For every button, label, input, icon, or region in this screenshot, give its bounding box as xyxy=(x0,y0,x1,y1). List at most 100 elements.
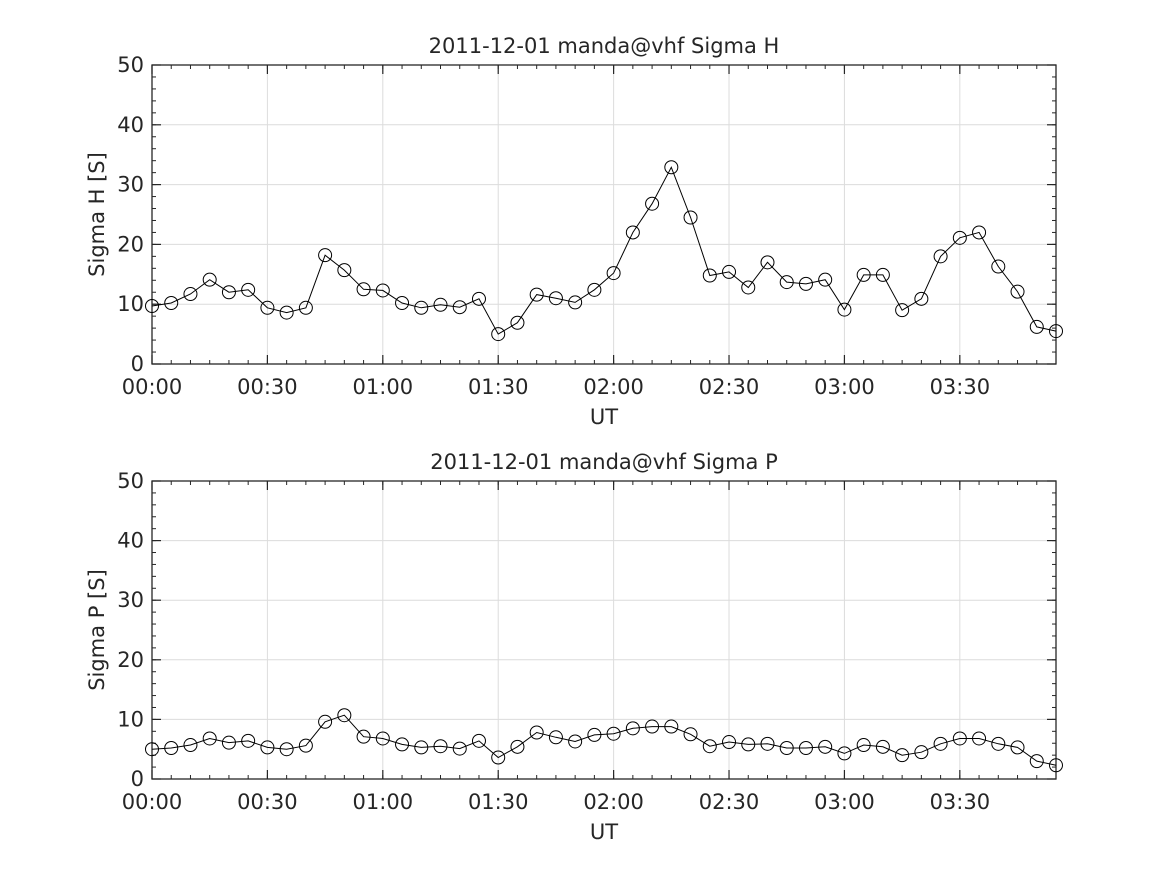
x-tick-label: 03:00 xyxy=(814,375,875,399)
data-point xyxy=(298,738,313,753)
x-tick-label: 02:30 xyxy=(699,790,760,814)
data-point xyxy=(202,731,217,746)
data-point xyxy=(183,738,198,753)
data-point xyxy=(414,740,429,755)
data-point xyxy=(221,735,236,750)
data-point xyxy=(702,739,717,754)
axes-frame xyxy=(151,480,1057,780)
data-point xyxy=(875,739,890,754)
x-tick-label: 00:00 xyxy=(122,375,183,399)
data-point xyxy=(760,255,775,270)
data-point xyxy=(414,300,429,315)
axes-frame xyxy=(151,64,1057,365)
data-point xyxy=(183,287,198,302)
data-point xyxy=(645,719,660,734)
x-tick-label: 01:30 xyxy=(468,790,529,814)
data-point xyxy=(625,721,640,736)
x-tick-label: 01:00 xyxy=(353,375,414,399)
data-point xyxy=(933,249,948,264)
data-point xyxy=(875,267,890,282)
data-point xyxy=(529,725,544,740)
data-point xyxy=(221,285,236,300)
data-point xyxy=(991,736,1006,751)
x-tick-label: 00:00 xyxy=(122,790,183,814)
x-tick-label: 03:30 xyxy=(930,790,991,814)
data-point xyxy=(914,745,929,760)
data-point xyxy=(952,230,967,245)
data-point xyxy=(1049,324,1063,339)
data-point xyxy=(991,259,1006,274)
data-point xyxy=(337,263,352,278)
data-point xyxy=(164,741,179,756)
plot-area xyxy=(152,65,1056,364)
data-point xyxy=(471,291,486,306)
series-line xyxy=(151,166,1057,335)
sigma-h-panel: 00:00 00:30 01:00 01:30 02:00 02:30 03:00 03:30… xyxy=(85,34,1063,429)
x-tick-label: 00:30 xyxy=(237,375,298,399)
data-point xyxy=(972,225,987,240)
data-point xyxy=(548,730,563,745)
data-point xyxy=(375,283,390,298)
y-tick-label: 20 xyxy=(117,648,144,672)
data-point xyxy=(837,302,852,317)
data-point xyxy=(837,746,852,761)
y-tick-label: 30 xyxy=(117,173,144,197)
data-point xyxy=(279,305,294,320)
data-point xyxy=(798,276,813,291)
data-point xyxy=(356,729,371,744)
data-point xyxy=(318,714,333,729)
x-axis-label: UT xyxy=(590,405,618,429)
data-point xyxy=(587,727,602,742)
data-point xyxy=(664,719,679,734)
data-point xyxy=(491,327,506,342)
chart-title: 2011-12-01 manda@vhf Sigma P xyxy=(430,450,778,474)
data-point xyxy=(818,272,833,287)
data-point xyxy=(529,287,544,302)
data-point xyxy=(471,733,486,748)
data-point xyxy=(395,737,410,752)
data-point xyxy=(510,315,525,330)
sigma-p-panel: 00:00 00:30 01:00 01:30 02:00 02:30 03:00 03:30… xyxy=(85,450,1063,844)
x-tick-label: 02:30 xyxy=(699,375,760,399)
data-point xyxy=(645,196,660,211)
x-axis-label: UT xyxy=(590,820,618,844)
data-point xyxy=(260,740,275,755)
data-point xyxy=(972,731,987,746)
y-tick-label: 40 xyxy=(117,113,144,137)
data-point xyxy=(279,742,294,757)
data-point xyxy=(587,282,602,297)
data-point xyxy=(625,225,640,240)
data-point xyxy=(145,742,159,757)
data-point xyxy=(683,210,698,225)
y-tick-label: 10 xyxy=(117,707,144,731)
data-point xyxy=(1010,284,1025,299)
data-point xyxy=(933,736,948,751)
data-point xyxy=(548,291,563,306)
y-tick-label: 0 xyxy=(131,352,144,376)
data-point xyxy=(356,282,371,297)
data-point xyxy=(952,731,967,746)
data-point xyxy=(241,733,256,748)
data-point xyxy=(760,736,775,751)
x-tick-label: 03:00 xyxy=(814,790,875,814)
data-point xyxy=(895,303,910,318)
data-point xyxy=(779,741,794,756)
data-point xyxy=(856,738,871,753)
data-point xyxy=(664,160,679,175)
data-point xyxy=(606,726,621,741)
series-line xyxy=(151,714,1057,766)
data-point xyxy=(798,741,813,756)
x-tick-label: 02:00 xyxy=(583,375,644,399)
y-axis-label: Sigma P [S] xyxy=(85,569,109,691)
data-point xyxy=(856,267,871,282)
data-point xyxy=(164,296,179,311)
data-point xyxy=(818,739,833,754)
data-point xyxy=(433,739,448,754)
data-point xyxy=(318,248,333,263)
data-point xyxy=(568,734,583,749)
x-tick-label: 00:30 xyxy=(237,790,298,814)
x-tick-label: 02:00 xyxy=(583,790,644,814)
data-point xyxy=(145,298,159,313)
data-point xyxy=(606,266,621,281)
